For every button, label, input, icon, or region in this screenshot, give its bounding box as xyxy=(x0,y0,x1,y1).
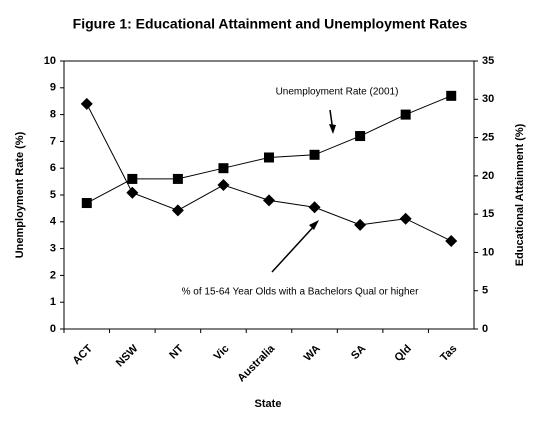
series-line xyxy=(86,95,452,204)
x-tick-label: ACT xyxy=(70,342,95,367)
diamond-marker xyxy=(354,218,367,231)
series-annotation: % of 15-64 Year Olds with a Bachelors Qu… xyxy=(182,287,419,298)
y-tick-label: 0 xyxy=(50,323,56,335)
y-tick-label: 6 xyxy=(50,162,56,174)
y-tick-label: 8 xyxy=(50,109,56,121)
series-annotation: Unemployment Rate (2001) xyxy=(276,87,399,98)
x-tick-label: WA xyxy=(302,343,323,364)
diamond-marker xyxy=(171,204,184,217)
x-tick-label: Tas xyxy=(438,343,459,364)
square-marker xyxy=(81,198,92,209)
y-tick-label: 9 xyxy=(50,82,56,94)
diamond-marker xyxy=(217,179,230,192)
y-tick-label: 5 xyxy=(50,189,56,201)
y-axis-label: Unemployment Rate (%) xyxy=(14,131,26,258)
x-tick-label: NSW xyxy=(114,342,141,369)
annotation-arrow xyxy=(271,223,317,273)
y-tick-label: 4 xyxy=(50,216,57,228)
square-marker xyxy=(355,131,366,142)
y2-tick-label: 25 xyxy=(482,131,494,143)
diamond-marker xyxy=(399,212,412,225)
square-marker xyxy=(400,109,411,120)
y2-axis-label: Educational Attainment (%) xyxy=(514,123,526,266)
square-marker xyxy=(446,90,457,101)
x-tick-label: Qld xyxy=(392,343,413,364)
y2-tick-label: 20 xyxy=(482,170,494,182)
diamond-marker xyxy=(126,186,139,199)
y-tick-label: 10 xyxy=(44,55,56,67)
x-tick-label: Vic xyxy=(212,343,232,363)
x-tick-label: Australia xyxy=(235,342,277,384)
y2-tick-label: 15 xyxy=(482,208,494,220)
y2-tick-label: 5 xyxy=(482,285,488,297)
square-marker xyxy=(264,152,274,163)
y-tick-label: 3 xyxy=(50,243,56,255)
y2-tick-label: 35 xyxy=(482,55,494,67)
arrow-head xyxy=(309,220,319,230)
diamond-marker xyxy=(308,201,321,214)
y2-tick-label: 10 xyxy=(482,246,494,258)
x-tick-label: NT xyxy=(167,342,186,361)
square-marker xyxy=(172,173,183,184)
y2-tick-label: 30 xyxy=(482,93,494,105)
diamond-marker xyxy=(263,194,275,207)
square-marker xyxy=(218,163,229,174)
series-line xyxy=(86,103,452,242)
x-axis-label: State xyxy=(255,398,282,410)
y-tick-label: 1 xyxy=(50,296,56,308)
chart-title: Figure 1: Educational Attainment and Une… xyxy=(73,16,468,32)
y-tick-label: 2 xyxy=(50,269,56,281)
square-marker xyxy=(309,149,320,160)
y2-tick-label: 0 xyxy=(482,323,488,335)
square-marker xyxy=(127,173,138,184)
arrow-head xyxy=(329,124,336,134)
diamond-marker xyxy=(80,97,93,110)
y-tick-label: 7 xyxy=(50,135,56,147)
diamond-marker xyxy=(445,234,458,247)
x-tick-label: SA xyxy=(349,343,368,362)
